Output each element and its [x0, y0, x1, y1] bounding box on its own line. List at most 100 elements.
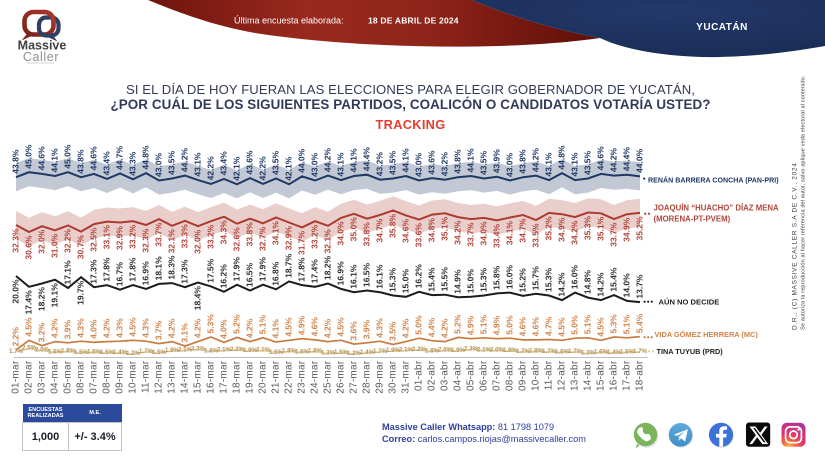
svg-text:(MORENA-PT-PVEM): (MORENA-PT-PVEM)	[654, 215, 731, 224]
svg-text:4.7%: 4.7%	[544, 316, 554, 336]
svg-text:32.0%: 32.0%	[37, 229, 47, 254]
svg-text:21-mar: 21-mar	[271, 360, 282, 394]
svg-text:16-mar: 16-mar	[206, 360, 217, 394]
svg-text:43.6%: 43.6%	[427, 150, 437, 175]
svg-text:20-mar: 20-mar	[258, 360, 269, 394]
svg-text:5.1%: 5.1%	[583, 314, 593, 334]
svg-text:4.2%: 4.2%	[167, 318, 177, 338]
svg-text:5.2%: 5.2%	[232, 314, 242, 334]
svg-text:44.6%: 44.6%	[596, 146, 606, 171]
svg-text:4.3%: 4.3%	[375, 318, 385, 338]
svg-text:15.8%: 15.8%	[492, 265, 502, 290]
svg-text:14.9%: 14.9%	[453, 269, 463, 294]
svg-text:17.4%: 17.4%	[24, 290, 34, 315]
svg-text:34.2%: 34.2%	[570, 220, 580, 245]
svg-text:4.5%: 4.5%	[336, 317, 346, 337]
svg-text:5.0%: 5.0%	[414, 315, 424, 335]
svg-text:4.5%: 4.5%	[284, 317, 294, 337]
svg-text:2.5%: 2.5%	[22, 345, 37, 352]
svg-text:Caller: Caller	[23, 50, 59, 64]
svg-text:20.0%: 20.0%	[11, 279, 21, 304]
svg-text:4.6%: 4.6%	[531, 317, 541, 337]
svg-text:34.9%: 34.9%	[557, 217, 567, 242]
svg-text:43.0%: 43.0%	[310, 152, 320, 177]
svg-text:33.2%: 33.2%	[128, 224, 138, 249]
svg-text:3.1%: 3.1%	[180, 323, 190, 343]
svg-text:44.6%: 44.6%	[89, 146, 99, 171]
svg-text:1.4%: 1.4%	[360, 349, 375, 356]
svg-text:44.2%: 44.2%	[180, 148, 190, 173]
svg-text:44.4%: 44.4%	[362, 147, 372, 172]
svg-text:34.0%: 34.0%	[336, 221, 346, 246]
svg-text:1.3%: 1.3%	[321, 350, 336, 357]
svg-text:Se autoriza la reproducción al: Se autoriza la reproducción al hacer ref…	[801, 75, 807, 330]
svg-text:1.6%: 1.6%	[620, 348, 635, 355]
svg-text:01-abr: 01-abr	[414, 360, 425, 391]
svg-text:17.8%: 17.8%	[297, 257, 307, 282]
svg-text:Massive: Massive	[18, 39, 67, 53]
svg-text:16.5%: 16.5%	[362, 262, 372, 287]
svg-text:19.7%: 19.7%	[76, 280, 86, 305]
svg-text:4.9%: 4.9%	[297, 315, 307, 335]
svg-text:44.2%: 44.2%	[323, 148, 333, 173]
svg-text:1.5%: 1.5%	[334, 349, 349, 356]
svg-text:1.4%: 1.4%	[113, 349, 128, 356]
svg-text:16.7%: 16.7%	[115, 262, 125, 287]
svg-text:2.0%: 2.0%	[438, 347, 453, 354]
svg-text:34.7%: 34.7%	[375, 218, 385, 243]
svg-text:43.4%: 43.4%	[102, 151, 112, 176]
svg-text:16.8%: 16.8%	[271, 261, 281, 286]
svg-text:4.5%: 4.5%	[128, 317, 138, 337]
svg-text:5.1%: 5.1%	[258, 314, 268, 334]
svg-text:2.1%: 2.1%	[256, 346, 271, 353]
svg-text:17.8%: 17.8%	[102, 257, 112, 282]
svg-text:15.5%: 15.5%	[440, 267, 450, 292]
svg-text:04-abr: 04-abr	[453, 360, 464, 391]
svg-text:16.2%: 16.2%	[414, 264, 424, 289]
svg-text:D.R., (C) MASSIVE CALLER S.A D: D.R., (C) MASSIVE CALLER S.A DE C.V., 20…	[792, 162, 799, 330]
svg-text:27-mar: 27-mar	[349, 360, 360, 394]
svg-text:1.7%: 1.7%	[516, 348, 531, 355]
svg-text:16.2%: 16.2%	[219, 264, 229, 289]
svg-text:15.3%: 15.3%	[479, 267, 489, 292]
svg-text:43.5%: 43.5%	[583, 150, 593, 175]
svg-text:44.1%: 44.1%	[401, 148, 411, 173]
svg-text:30.7%: 30.7%	[76, 235, 86, 260]
svg-text:16.0%: 16.0%	[505, 265, 515, 290]
svg-text:31.7%: 31.7%	[297, 230, 307, 255]
svg-text:26-mar: 26-mar	[336, 360, 347, 394]
svg-text:08-mar: 08-mar	[76, 360, 87, 394]
svg-text:1.5%: 1.5%	[100, 349, 115, 356]
svg-text:31.0%: 31.0%	[50, 233, 60, 258]
svg-text:15-abr: 15-abr	[596, 360, 607, 391]
svg-text:11-abr: 11-abr	[544, 360, 555, 390]
svg-text:13-abr: 13-abr	[570, 360, 581, 391]
svg-text:05-abr: 05-abr	[466, 360, 477, 391]
svg-text:31-mar: 31-mar	[401, 360, 412, 394]
svg-text:01-mar: 01-mar	[11, 360, 22, 394]
svg-text:10-mar: 10-mar	[128, 360, 139, 394]
svg-text:4.5%: 4.5%	[24, 317, 34, 337]
svg-text:4.2%: 4.2%	[193, 318, 203, 338]
svg-text:1.6%: 1.6%	[295, 348, 310, 355]
svg-text:1.5%: 1.5%	[152, 349, 167, 356]
svg-text:5.0%: 5.0%	[570, 315, 580, 335]
svg-text:2.2%: 2.2%	[412, 346, 427, 353]
svg-text:43.1%: 43.1%	[193, 152, 203, 177]
svg-text:15.2%: 15.2%	[518, 268, 528, 293]
svg-text:33.7%: 33.7%	[466, 222, 476, 247]
svg-text:43.1%: 43.1%	[544, 152, 554, 177]
svg-text:1.7%: 1.7%	[633, 348, 648, 355]
svg-text:34.2%: 34.2%	[453, 220, 463, 245]
svg-text:43.1%: 43.1%	[570, 152, 580, 177]
svg-text:1.9%: 1.9%	[165, 347, 180, 354]
svg-text:43.8%: 43.8%	[11, 149, 21, 174]
svg-text:17.3%: 17.3%	[180, 259, 190, 284]
svg-text:4.2%: 4.2%	[440, 318, 450, 338]
svg-text:18.2%: 18.2%	[323, 255, 333, 280]
svg-text:1.7%: 1.7%	[373, 348, 388, 355]
svg-text:03-mar: 03-mar	[37, 360, 48, 394]
svg-text:43.5%: 43.5%	[479, 150, 489, 175]
svg-text:44.8%: 44.8%	[557, 145, 567, 170]
svg-text:45.0%: 45.0%	[24, 144, 34, 169]
